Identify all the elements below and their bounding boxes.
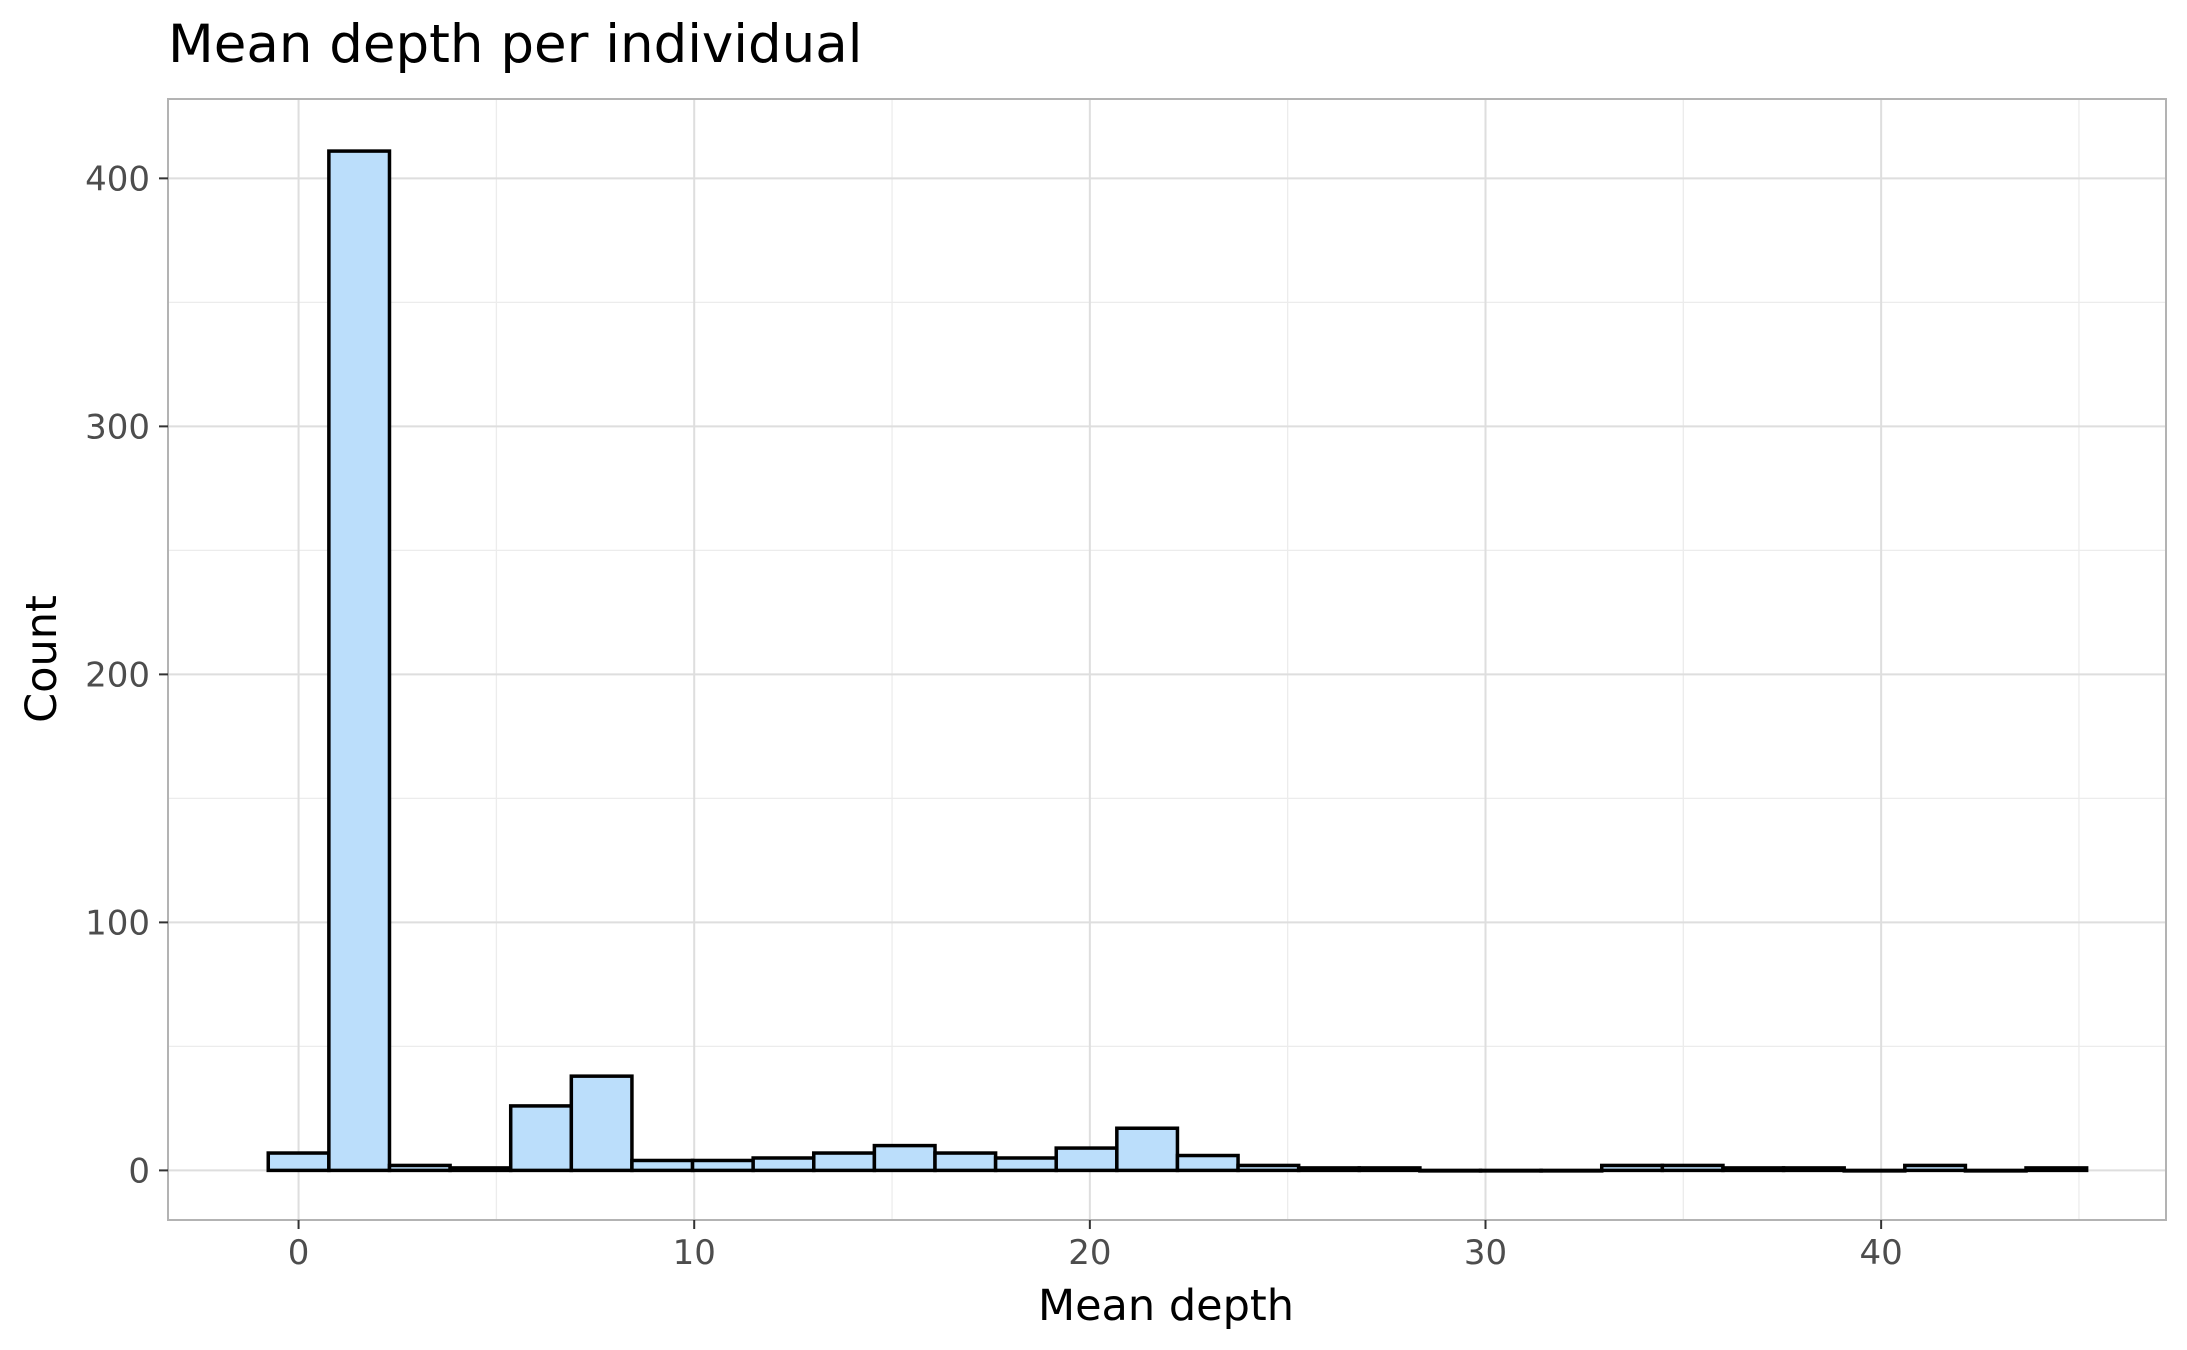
- x-tick-label: 30: [1464, 1233, 1507, 1273]
- histogram-bar: [933, 1151, 998, 1173]
- grid-lines: [168, 99, 2166, 1220]
- histogram-bars: [266, 149, 2089, 1173]
- y-tick-label: 300: [85, 407, 150, 447]
- histogram-bar: [1599, 1163, 1665, 1173]
- plot-panel-border: [167, 98, 2167, 1221]
- histogram-bar: [387, 1163, 452, 1173]
- histogram-bar: [1842, 1168, 1907, 1173]
- chart-title: Mean depth per individual: [168, 14, 862, 75]
- histogram-bar: [812, 1151, 877, 1173]
- histogram-bar: [1296, 1166, 1362, 1173]
- histogram-bar: [1236, 1163, 1301, 1173]
- histogram-bar: [1418, 1168, 1483, 1173]
- x-tick-label: 20: [1068, 1233, 1111, 1273]
- histogram-bar: [2024, 1166, 2089, 1173]
- histogram-bar: [569, 1074, 634, 1173]
- histogram-bar: [1781, 1166, 1846, 1173]
- y-axis-title: Count: [17, 595, 67, 723]
- histogram-bar: [266, 1151, 331, 1173]
- histogram-bar: [508, 1104, 574, 1173]
- histogram-bar: [630, 1158, 695, 1173]
- histogram-bar: [1963, 1168, 2028, 1173]
- histogram-bar: [1478, 1168, 1543, 1173]
- histogram-bar: [1115, 1126, 1180, 1173]
- histogram-bar: [690, 1158, 755, 1173]
- histogram-bar: [1660, 1163, 1725, 1173]
- x-axis-title: Mean depth: [1038, 1281, 1294, 1331]
- y-tick-label: 0: [128, 1151, 150, 1191]
- histogram-bar: [993, 1156, 1058, 1173]
- y-tick-label: 100: [85, 903, 150, 943]
- y-tick-label: 200: [85, 655, 150, 695]
- histogram-bar: [872, 1143, 937, 1173]
- histogram-bar: [327, 149, 392, 1173]
- x-tick-label: 10: [673, 1233, 716, 1273]
- histogram-bar: [1357, 1166, 1422, 1173]
- histogram-bar: [1054, 1146, 1119, 1173]
- histogram-bar: [1721, 1166, 1786, 1173]
- histogram-bar: [751, 1156, 816, 1173]
- y-tick-label: 400: [85, 159, 150, 199]
- x-tick-label: 0: [288, 1233, 310, 1273]
- histogram-bar: [1539, 1168, 1604, 1173]
- histogram-bar: [1175, 1153, 1240, 1173]
- x-tick-label: 40: [1860, 1233, 1903, 1273]
- histogram-bar: [1903, 1163, 1968, 1173]
- axis-ticks: [159, 177, 1883, 1229]
- histogram-bar: [448, 1166, 513, 1173]
